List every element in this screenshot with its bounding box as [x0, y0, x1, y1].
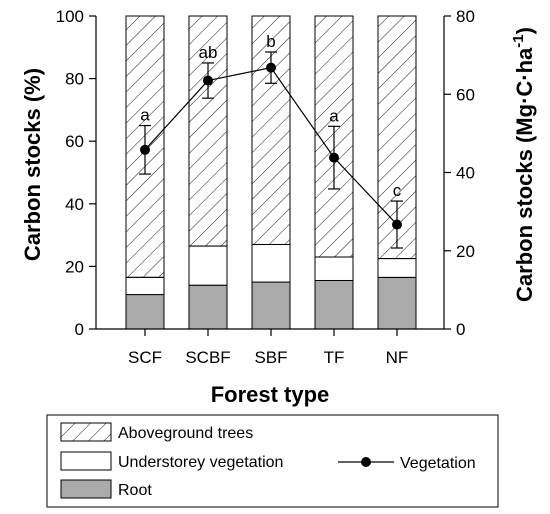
y-tick-label-right: 60 [456, 85, 475, 104]
significance-label-scf: a [140, 106, 150, 125]
bar-root-tf [314, 279, 354, 330]
legend-label-aboveground-trees: Aboveground trees [118, 425, 253, 442]
legend-swatch-understorey-vegetation [60, 451, 112, 471]
vegetation-point-nf [392, 219, 402, 230]
y-tick-label-left: 20 [65, 257, 84, 276]
legend-label-root: Root [118, 482, 152, 499]
significance-label-scbf: ab [199, 43, 218, 62]
bar-understorey-vegetation-nf [377, 258, 417, 278]
y-axis-title-right: Carbon stocks (Mg·C·ha-1) [510, 27, 537, 302]
bar-root-nf [377, 276, 417, 330]
legend: Aboveground trees Understorey vegetation R… [46, 414, 499, 508]
legend-label-vegetation: Vegetation [400, 455, 476, 472]
legend-label-understorey-vegetation: Understorey vegetation [118, 454, 283, 471]
bar-root-sbf [251, 281, 291, 330]
y-tick-label-left: 100 [56, 7, 84, 26]
bar-understorey-vegetation-sbf [251, 243, 291, 283]
y-tick-label-left: 60 [65, 132, 84, 151]
bar-understorey-vegetation-scf [125, 276, 165, 296]
bar-root-scf [125, 294, 165, 330]
y-axis-title-right-main: Carbon stocks (Mg·C·ha [512, 47, 537, 302]
y-tick-label-right: 40 [456, 164, 475, 183]
bar-aboveground-trees-scbf [188, 15, 228, 247]
y-tick-label-right: 0 [456, 320, 465, 339]
y-axis-title-right-sup: -1 [510, 34, 527, 47]
x-axis-title: Forest type [211, 382, 330, 407]
y-axis-title-left: Carbon stocks (%) [20, 68, 45, 261]
significance-label-tf: a [329, 106, 339, 125]
y-tick-label-left: 40 [65, 195, 84, 214]
x-tick-label-scbf: SCBF [185, 348, 230, 367]
vegetation-point-scbf [203, 75, 213, 86]
y-tick-label-right: 80 [456, 7, 475, 26]
vegetation-point-scf [140, 144, 150, 155]
vegetation-point-sbf [266, 62, 276, 73]
bar-root-scbf [188, 284, 228, 330]
significance-label-nf: c [393, 181, 402, 200]
bar-understorey-vegetation-scbf [188, 245, 228, 286]
x-tick-label-nf: NF [386, 348, 409, 367]
significance-label-sbf: b [266, 32, 275, 51]
legend-swatch-root [60, 479, 112, 499]
y-tick-label-right: 20 [456, 242, 475, 261]
y-tick-label-left: 0 [75, 320, 84, 339]
x-tick-label-tf: TF [324, 348, 345, 367]
x-tick-label-scf: SCF [128, 348, 162, 367]
vegetation-point-tf [329, 152, 339, 163]
y-axis-title-right-close: ) [512, 27, 537, 34]
plot-area: 0 20 40 60 80 100 0 20 40 60 80 SCF SCBF SBF TF NF Fores… [20, 7, 537, 407]
bar-understorey-vegetation-tf [314, 256, 354, 281]
x-tick-label-sbf: SBF [254, 348, 287, 367]
legend-frame [46, 414, 499, 508]
legend-marker-vegetation [361, 457, 371, 467]
legend-swatch-aboveground-trees [60, 422, 112, 442]
y-tick-label-left: 80 [65, 70, 84, 89]
